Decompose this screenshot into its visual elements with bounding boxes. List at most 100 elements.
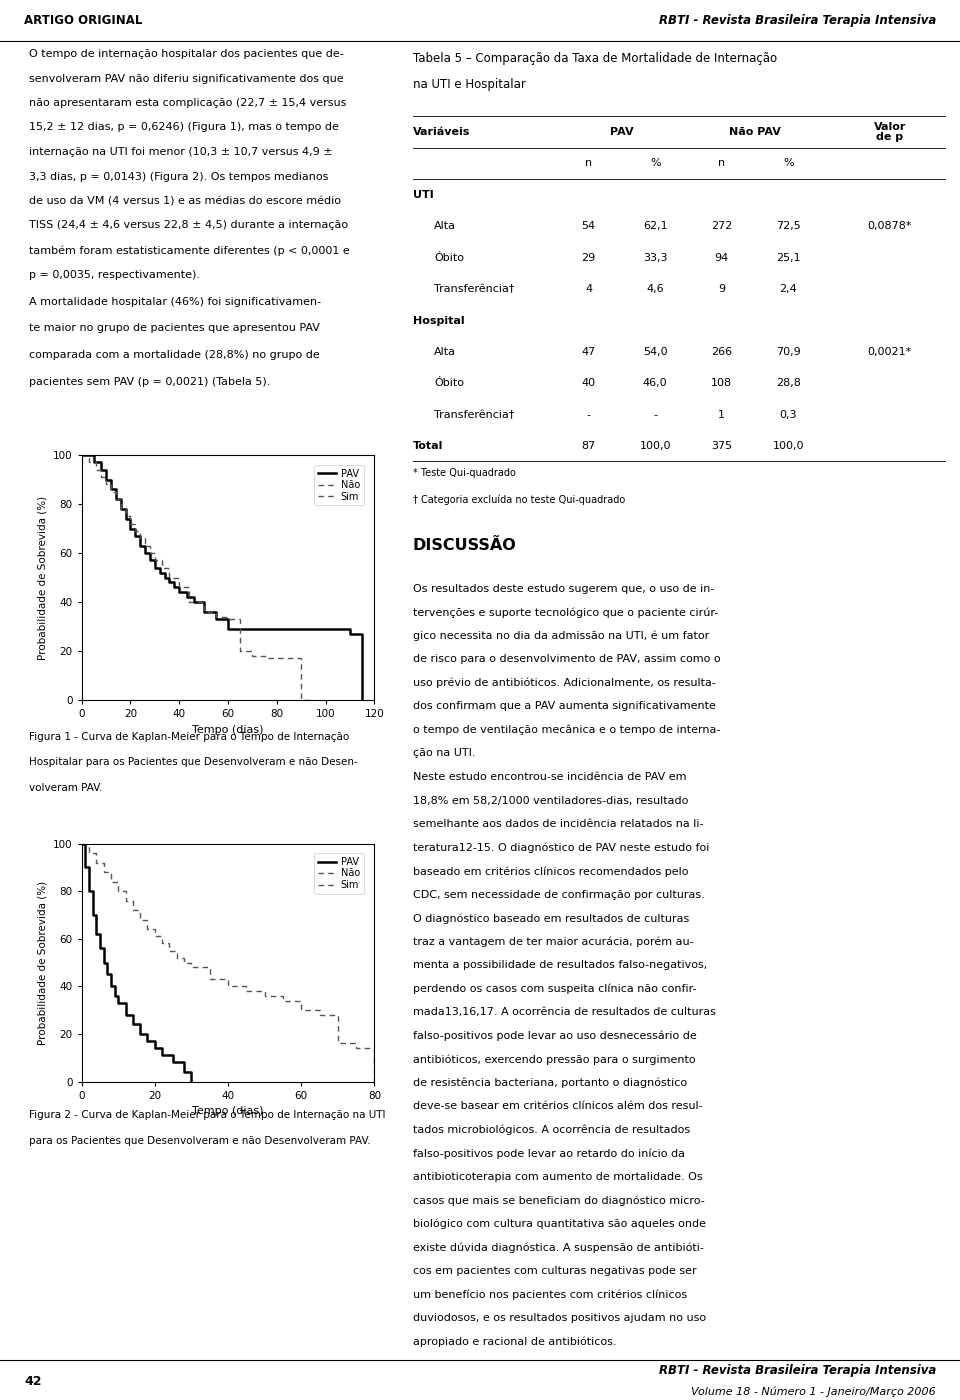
- Text: 18,8% em 58,2/1000 ventiladores-dias, resultado: 18,8% em 58,2/1000 ventiladores-dias, re…: [413, 795, 688, 805]
- Text: para os Pacientes que Desenvolveram e não Desenvolveram PAV.: para os Pacientes que Desenvolveram e nã…: [29, 1137, 371, 1147]
- Text: -: -: [653, 410, 658, 420]
- Text: TISS (24,4 ± 4,6 versus 22,8 ± 4,5) durante a internação: TISS (24,4 ± 4,6 versus 22,8 ± 4,5) dura…: [29, 220, 348, 231]
- Text: gico necessita no dia da admissão na UTI, é um fator: gico necessita no dia da admissão na UTI…: [413, 631, 709, 641]
- Text: Neste estudo encontrou-se incidência de PAV em: Neste estudo encontrou-se incidência de …: [413, 771, 686, 783]
- Text: falso-positivos pode levar ao retardo do início da: falso-positivos pode levar ao retardo do…: [413, 1148, 684, 1159]
- Text: dos confirmam que a PAV aumenta significativamente: dos confirmam que a PAV aumenta signific…: [413, 701, 715, 711]
- Text: 29: 29: [582, 252, 596, 263]
- Text: o tempo de ventilação mecânica e o tempo de interna-: o tempo de ventilação mecânica e o tempo…: [413, 725, 720, 735]
- Text: 2,4: 2,4: [780, 284, 798, 294]
- Text: n: n: [718, 158, 726, 168]
- Text: menta a possibilidade de resultados falso-negativos,: menta a possibilidade de resultados fals…: [413, 960, 708, 970]
- Text: antibióticos, exercendo pressão para o surgimento: antibióticos, exercendo pressão para o s…: [413, 1054, 695, 1065]
- Text: -: -: [587, 410, 590, 420]
- Text: duviodosos, e os resultados positivos ajudam no uso: duviodosos, e os resultados positivos aj…: [413, 1313, 706, 1323]
- Text: Hospitalar para os Pacientes que Desenvolveram e não Desen-: Hospitalar para os Pacientes que Desenvo…: [29, 757, 357, 767]
- Text: Não PAV: Não PAV: [730, 127, 781, 137]
- Text: uso prévio de antibióticos. Adicionalmente, os resulta-: uso prévio de antibióticos. Adicionalmen…: [413, 678, 715, 689]
- Text: Transferência†: Transferência†: [434, 410, 515, 420]
- Text: apropiado e racional de antibióticos.: apropiado e racional de antibióticos.: [413, 1337, 616, 1347]
- Text: O diagnóstico baseado em resultados de culturas: O diagnóstico baseado em resultados de c…: [413, 913, 689, 924]
- Text: pacientes sem PAV (p = 0,0021) (Tabela 5).: pacientes sem PAV (p = 0,0021) (Tabela 5…: [29, 377, 270, 386]
- Text: cos em pacientes com culturas negativas pode ser: cos em pacientes com culturas negativas …: [413, 1266, 696, 1275]
- Text: † Categoria excluída no teste Qui-quadrado: † Categoria excluída no teste Qui-quadra…: [413, 494, 625, 505]
- Text: existe dúvida diagnóstica. A suspensão de antibióti-: existe dúvida diagnóstica. A suspensão d…: [413, 1242, 704, 1253]
- Text: PAV: PAV: [611, 127, 634, 137]
- Text: Volume 18 - Número 1 - Janeiro/Março 2006: Volume 18 - Número 1 - Janeiro/Março 200…: [691, 1386, 936, 1397]
- Text: 42: 42: [24, 1375, 41, 1387]
- Text: DISCUSSÃO: DISCUSSÃO: [413, 538, 516, 553]
- Text: falso-positivos pode levar ao uso desnecessário de: falso-positivos pode levar ao uso desnec…: [413, 1030, 697, 1042]
- Text: de resistência bacteriana, portanto o diagnóstico: de resistência bacteriana, portanto o di…: [413, 1078, 687, 1088]
- Text: RBTI - Revista Brasileira Terapia Intensiva: RBTI - Revista Brasileira Terapia Intens…: [659, 14, 936, 27]
- Text: Tabela 5 – Comparação da Taxa de Mortalidade de Internação: Tabela 5 – Comparação da Taxa de Mortali…: [413, 52, 777, 64]
- Text: ARTIGO ORIGINAL: ARTIGO ORIGINAL: [24, 14, 142, 27]
- Text: 46,0: 46,0: [643, 378, 667, 388]
- Text: 70,9: 70,9: [776, 347, 801, 357]
- Text: teratura12-15. O diagnóstico de PAV neste estudo foi: teratura12-15. O diagnóstico de PAV nest…: [413, 843, 709, 853]
- Text: comparada com a mortalidade (28,8%) no grupo de: comparada com a mortalidade (28,8%) no g…: [29, 350, 320, 360]
- Text: Total: Total: [413, 441, 444, 451]
- Text: 3,3 dias, p = 0,0143) (Figura 2). Os tempos medianos: 3,3 dias, p = 0,0143) (Figura 2). Os tem…: [29, 172, 328, 182]
- Y-axis label: Probabilidade de Sobrevida (%): Probabilidade de Sobrevida (%): [37, 496, 47, 659]
- Text: 0,0021*: 0,0021*: [868, 347, 912, 357]
- Text: Óbito: Óbito: [434, 378, 464, 388]
- Legend: PAV, Não, Sim: PAV, Não, Sim: [314, 465, 364, 505]
- Text: 0,3: 0,3: [780, 410, 797, 420]
- Text: ção na UTI.: ção na UTI.: [413, 749, 475, 759]
- Text: UTI: UTI: [413, 190, 434, 200]
- Text: também foram estatisticamente diferentes (p < 0,0001 e: também foram estatisticamente diferentes…: [29, 245, 349, 255]
- Text: baseado em critérios clínicos recomendados pelo: baseado em critérios clínicos recomendad…: [413, 867, 688, 876]
- Text: tervenções e suporte tecnológico que o paciente cirúr-: tervenções e suporte tecnológico que o p…: [413, 608, 718, 617]
- Text: 54: 54: [582, 221, 596, 231]
- Text: um benefício nos pacientes com critérios clínicos: um benefício nos pacientes com critérios…: [413, 1289, 687, 1301]
- Text: 266: 266: [711, 347, 732, 357]
- Text: 72,5: 72,5: [776, 221, 801, 231]
- Text: de uso da VM (4 versus 1) e as médias do escore médio: de uso da VM (4 versus 1) e as médias do…: [29, 196, 341, 206]
- Text: internação na UTI foi menor (10,3 ± 10,7 versus 4,9 ±: internação na UTI foi menor (10,3 ± 10,7…: [29, 147, 332, 157]
- Text: 54,0: 54,0: [643, 347, 667, 357]
- Text: volveram PAV.: volveram PAV.: [29, 783, 102, 792]
- Y-axis label: Probabilidade de Sobrevida (%): Probabilidade de Sobrevida (%): [37, 881, 47, 1044]
- Text: antibioticoterapia com aumento de mortalidade. Os: antibioticoterapia com aumento de mortal…: [413, 1172, 703, 1182]
- Text: de risco para o desenvolvimento de PAV, assim como o: de risco para o desenvolvimento de PAV, …: [413, 654, 720, 665]
- Text: 33,3: 33,3: [643, 252, 667, 263]
- Text: Alta: Alta: [434, 347, 456, 357]
- Text: 94: 94: [714, 252, 729, 263]
- Text: perdendo os casos com suspeita clínica não confir-: perdendo os casos com suspeita clínica n…: [413, 984, 696, 994]
- Text: A mortalidade hospitalar (46%) foi significativamen-: A mortalidade hospitalar (46%) foi signi…: [29, 297, 321, 307]
- Text: 375: 375: [711, 441, 732, 451]
- Text: 47: 47: [582, 347, 596, 357]
- Text: O tempo de internação hospitalar dos pacientes que de-: O tempo de internação hospitalar dos pac…: [29, 49, 344, 59]
- Text: na UTI e Hospitalar: na UTI e Hospitalar: [413, 78, 526, 91]
- Text: Transferência†: Transferência†: [434, 284, 515, 294]
- Text: 108: 108: [711, 378, 732, 388]
- Text: p = 0,0035, respectivamente).: p = 0,0035, respectivamente).: [29, 269, 200, 280]
- Text: Hospital: Hospital: [413, 315, 465, 326]
- Text: Valor
de p: Valor de p: [874, 122, 906, 143]
- Text: 28,8: 28,8: [776, 378, 801, 388]
- Text: %: %: [650, 158, 660, 168]
- Text: 4: 4: [585, 284, 592, 294]
- Text: 100,0: 100,0: [773, 441, 804, 451]
- Text: Óbito: Óbito: [434, 252, 464, 263]
- Text: CDC, sem necessidade de confirmação por culturas.: CDC, sem necessidade de confirmação por …: [413, 889, 705, 900]
- Legend: PAV, Não, Sim: PAV, Não, Sim: [314, 853, 364, 893]
- X-axis label: Tempo (dias): Tempo (dias): [192, 1106, 264, 1116]
- Text: Variáveis: Variáveis: [413, 127, 470, 137]
- Text: mada13,16,17. A ocorrência de resultados de culturas: mada13,16,17. A ocorrência de resultados…: [413, 1007, 715, 1018]
- Text: Figura 1 - Curva de Kaplan-Meier para o Tempo de Internação: Figura 1 - Curva de Kaplan-Meier para o …: [29, 732, 349, 742]
- Text: deve-se basear em critérios clínicos além dos resul-: deve-se basear em critérios clínicos alé…: [413, 1102, 703, 1112]
- Text: biológico com cultura quantitativa são aqueles onde: biológico com cultura quantitativa são a…: [413, 1219, 706, 1229]
- Text: senvolveram PAV não diferiu significativamente dos que: senvolveram PAV não diferiu significativ…: [29, 73, 344, 84]
- Text: 9: 9: [718, 284, 726, 294]
- Text: 87: 87: [582, 441, 596, 451]
- Text: n: n: [585, 158, 592, 168]
- Text: 272: 272: [711, 221, 732, 231]
- Text: traz a vantagem de ter maior acurácia, porém au-: traz a vantagem de ter maior acurácia, p…: [413, 937, 693, 948]
- Text: 25,1: 25,1: [776, 252, 801, 263]
- X-axis label: Tempo (dias): Tempo (dias): [192, 725, 264, 735]
- Text: Figura 2 - Curva de Kaplan-Meier para o Tempo de Internação na UTI: Figura 2 - Curva de Kaplan-Meier para o …: [29, 1109, 385, 1120]
- Text: tados microbiológicos. A ocorrência de resultados: tados microbiológicos. A ocorrência de r…: [413, 1124, 690, 1135]
- Text: te maior no grupo de pacientes que apresentou PAV: te maior no grupo de pacientes que apres…: [29, 323, 320, 333]
